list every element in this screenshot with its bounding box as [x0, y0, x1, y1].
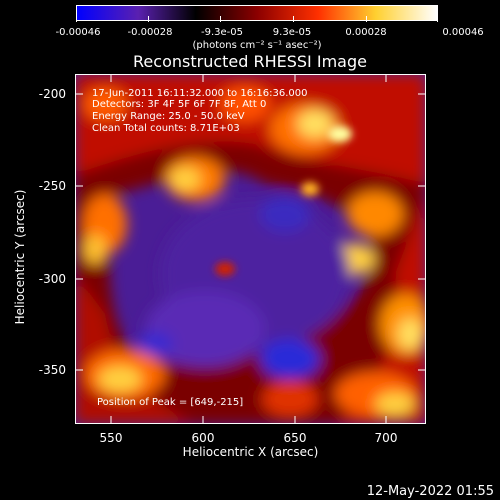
plot-title: Reconstructed RHESSI Image	[133, 52, 367, 71]
reconstructed-image	[75, 74, 426, 424]
y-tick-label: -200	[38, 87, 66, 101]
colorbar-units: (photons cm⁻² s⁻¹ asec⁻²)	[192, 40, 322, 51]
y-axis-label: Heliocentric Y (arcsec)	[13, 189, 27, 325]
colorbar-tick-label: 0.00046	[442, 27, 484, 38]
y-tick-label: -350	[38, 363, 66, 377]
x-tick-label: 550	[99, 431, 123, 445]
colorbar-tick-label: -0.00028	[127, 27, 173, 38]
time-range-annotation: 17-Jun-2011 16:11:32.000 to 16:16:36.000	[92, 88, 308, 99]
colorbar-tick	[148, 16, 149, 22]
colorbar-tick	[366, 16, 367, 22]
x-tick-label: 700	[374, 431, 398, 445]
colorbar-tick	[293, 16, 294, 22]
x-tick-label: 600	[191, 431, 215, 445]
timestamp: 12-May-2022 01:55	[366, 484, 494, 499]
colorbar-tick	[76, 16, 77, 22]
colorbar-tick	[220, 16, 221, 22]
peak-position-annotation: Position of Peak = [649,-215]	[97, 397, 244, 408]
colorbar	[76, 5, 438, 21]
y-tick-label: -300	[38, 272, 66, 286]
energy-range-annotation: Energy Range: 25.0 - 50.0 keV	[92, 111, 245, 122]
colorbar-tick	[437, 16, 438, 22]
y-tick-label: -250	[38, 179, 66, 193]
colorbar-tick-label: 9.3e-05	[272, 27, 312, 38]
detectors-annotation: Detectors: 3F 4F 5F 6F 7F 8F, Att 0	[92, 99, 267, 110]
clean-counts-annotation: Clean Total counts: 8.71E+03	[92, 123, 240, 134]
image-plot: 17-Jun-2011 16:11:32.000 to 16:16:36.000…	[75, 74, 426, 424]
plot-frame	[75, 74, 426, 424]
colorbar-tick-label: 0.00028	[345, 27, 387, 38]
x-tick-label: 650	[283, 431, 307, 445]
colorbar-tick-label: -9.3e-05	[201, 27, 243, 38]
colorbar-tick-label: -0.00046	[55, 27, 101, 38]
axis-ticks	[75, 74, 426, 424]
x-axis-label: Heliocentric X (arcsec)	[182, 445, 319, 459]
